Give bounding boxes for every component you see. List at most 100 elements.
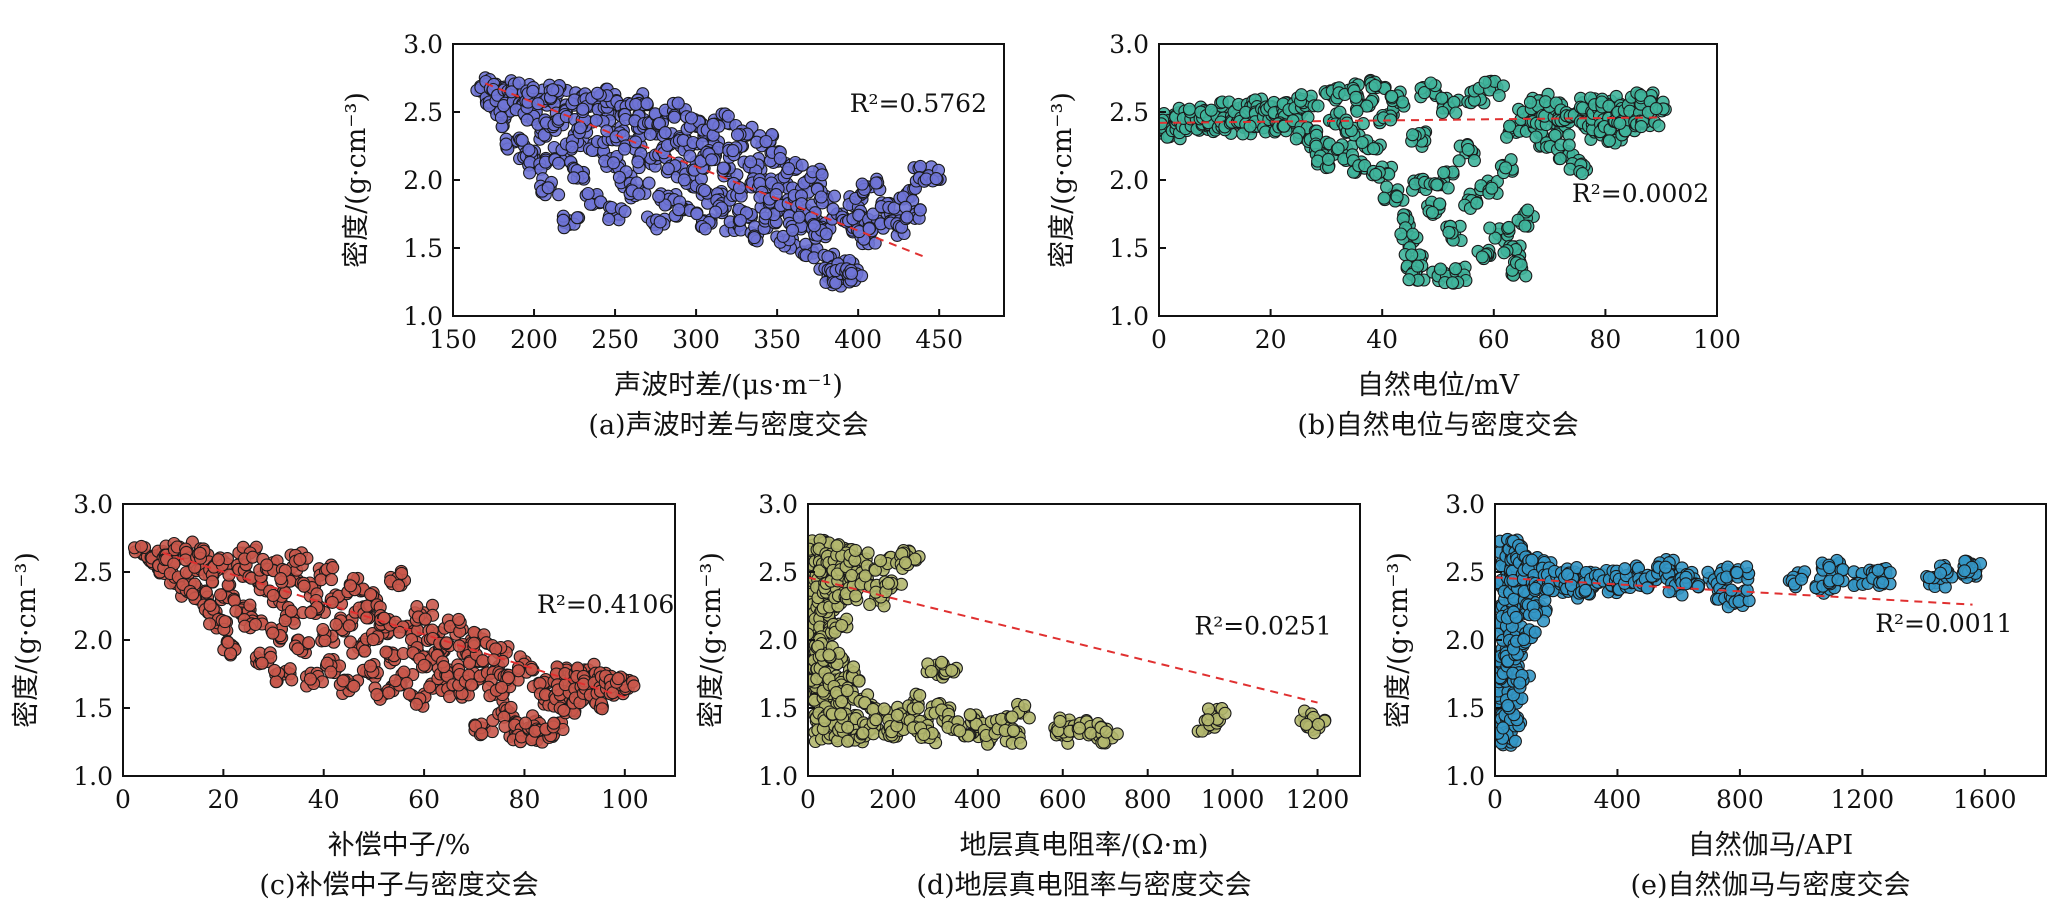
data-point: [518, 716, 533, 730]
data-point: [1289, 132, 1303, 146]
data-point: [706, 117, 720, 131]
y-tick-label: 1.0: [1109, 302, 1149, 331]
data-point: [845, 568, 859, 583]
data-point: [1602, 99, 1616, 113]
data-point: [1499, 161, 1513, 175]
data-point: [1201, 713, 1215, 727]
y-tick-label: 1.5: [1445, 694, 1485, 723]
data-point: [698, 183, 712, 198]
data-point: [193, 546, 207, 560]
data-point: [552, 188, 566, 202]
data-point: [917, 727, 931, 742]
data-point: [590, 86, 604, 100]
y-axis: 1.01.52.02.53.0: [1109, 30, 1166, 331]
data-point: [1475, 250, 1489, 264]
data-point: [557, 703, 571, 717]
data-point: [467, 636, 481, 650]
data-point: [1541, 582, 1555, 596]
data-point: [602, 212, 616, 227]
data-point: [1294, 88, 1308, 102]
data-point: [844, 266, 859, 280]
data-point: [776, 229, 790, 243]
data-point: [203, 617, 217, 631]
data-point: [214, 588, 228, 602]
data-point: [370, 688, 384, 702]
data-point: [1957, 564, 1972, 578]
panel-caption: (b)自然电位与密度交会: [1297, 410, 1578, 441]
data-point: [1410, 259, 1425, 273]
data-point: [606, 156, 621, 170]
data-point: [1871, 563, 1885, 577]
data-point: [618, 204, 632, 219]
data-point: [953, 724, 967, 738]
data-point: [1478, 75, 1492, 89]
data-point: [223, 647, 238, 661]
y-tick-label: 2.0: [758, 626, 798, 655]
data-point: [705, 153, 719, 167]
data-point: [343, 579, 358, 593]
data-point: [1562, 138, 1576, 152]
data-point: [395, 566, 409, 580]
trendline: [485, 82, 927, 259]
data-point: [285, 673, 299, 687]
r-squared-label: R²=0.0002: [1572, 179, 1709, 208]
x-tick-label: 200: [510, 325, 558, 354]
data-point: [819, 227, 833, 241]
data-point: [1441, 181, 1455, 195]
data-point: [1425, 205, 1439, 220]
data-point: [1449, 106, 1463, 120]
data-point: [1243, 119, 1257, 133]
data-point: [759, 134, 773, 149]
data-point: [343, 635, 357, 649]
data-point: [1099, 725, 1113, 739]
x-tick-label: 600: [1039, 785, 1087, 814]
data-point: [726, 144, 740, 158]
data-point: [336, 674, 350, 688]
data-point: [221, 635, 235, 649]
data-point: [284, 604, 298, 618]
data-point: [877, 702, 891, 716]
y-axis-title: 密度/(g·cm⁻³): [341, 92, 372, 268]
y-tick-label: 2.5: [1445, 558, 1485, 587]
data-point: [489, 642, 503, 656]
data-point: [848, 543, 862, 557]
data-point: [363, 659, 377, 673]
y-tick-label: 1.0: [403, 302, 443, 331]
data-point: [834, 707, 848, 721]
data-point: [1634, 120, 1648, 134]
data-point: [1435, 91, 1449, 105]
data-point: [243, 598, 257, 612]
x-tick-label: 80: [1589, 325, 1621, 354]
data-point: [1691, 580, 1705, 594]
data-point: [1014, 736, 1028, 750]
x-tick-label: 1600: [1953, 785, 2017, 814]
y-tick-label: 2.5: [758, 558, 798, 587]
scatter-points: [808, 533, 1332, 751]
data-point: [423, 680, 437, 694]
panel-e: 0 400 800 1200 1600 1.01.52.02.53.0 R²=0.001…: [1383, 490, 2047, 901]
data-point: [1022, 711, 1036, 725]
data-point: [861, 546, 875, 560]
panel-caption: (d)地层真电阻率与密度交会: [916, 870, 1251, 901]
data-point: [1740, 583, 1754, 597]
data-point: [1437, 166, 1451, 180]
data-point: [1299, 717, 1313, 731]
x-axis: 0 20 40 60 80 100: [1151, 309, 1741, 354]
data-point: [1831, 573, 1845, 587]
data-point: [1406, 128, 1420, 142]
data-point: [863, 597, 877, 612]
data-point: [1922, 571, 1936, 585]
x-tick-label: 20: [207, 785, 239, 814]
x-axis-title: 补偿中子/%: [328, 830, 471, 861]
data-point: [1876, 576, 1890, 590]
data-point: [1445, 276, 1460, 290]
panel-a: 150 200 250 300 350 400 450 1.01.52.02.53.0 R²…: [341, 30, 1005, 441]
data-point: [1560, 568, 1575, 582]
data-point: [698, 222, 712, 236]
data-point: [1496, 721, 1510, 735]
data-point: [297, 579, 311, 593]
data-point: [1433, 197, 1447, 211]
data-point: [269, 675, 283, 689]
data-point: [846, 660, 861, 674]
data-point: [627, 679, 641, 693]
